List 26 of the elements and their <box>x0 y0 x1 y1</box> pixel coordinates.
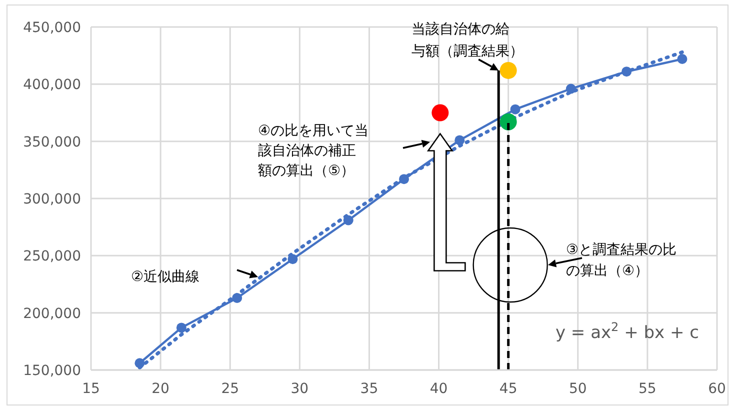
y-tick-label: 450,000 <box>23 20 81 36</box>
annotation: 当該自治体の給与額（調査結果） <box>412 21 524 60</box>
point <box>510 104 520 114</box>
x-tick-label: 25 <box>221 381 240 397</box>
point <box>677 54 688 64</box>
x-tick-label: 15 <box>82 381 100 397</box>
x-tick-label: 40 <box>430 381 448 397</box>
x-tick-label: 30 <box>290 381 309 397</box>
annotation: y = ax$^{2}$ + bx + c <box>555 320 699 343</box>
annotation: ④の比を用いて当該自治体の補正額の算出（⑤） <box>258 123 369 179</box>
y-tick-label: 150,000 <box>23 363 81 379</box>
x-tick-label: 60 <box>708 381 726 397</box>
x-tick-label: 55 <box>638 381 656 397</box>
point <box>176 322 186 333</box>
y-tick-label: 200,000 <box>23 306 81 322</box>
y-tick-label: 250,000 <box>23 248 81 265</box>
x-tick-label: 35 <box>360 381 378 397</box>
x-tick-label: 45 <box>499 381 518 397</box>
x-tick-label: 50 <box>568 381 587 397</box>
point <box>454 135 465 146</box>
annotation: ③と調査結果の比の算出（④） <box>566 242 677 279</box>
y-tick-label: 350,000 <box>23 134 81 150</box>
y-tick-label: 400,000 <box>23 77 81 94</box>
annotation: ②近似曲線 <box>131 269 200 285</box>
y-tick-label: 300,000 <box>23 192 81 208</box>
x-tick-label: 20 <box>152 381 170 397</box>
